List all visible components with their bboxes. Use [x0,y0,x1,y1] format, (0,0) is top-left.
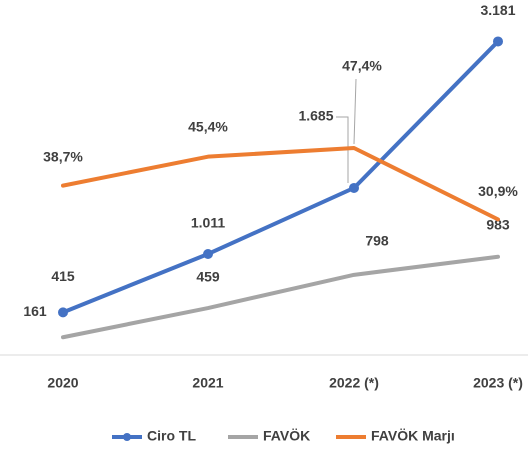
series-line [61,146,500,222]
data-label: 1.011 [191,215,225,231]
data-label: 1.685 [298,108,333,124]
point [203,248,213,259]
series-line [61,254,500,340]
x-tick-label: 2022 (*) [329,375,379,391]
data-label: 415 [51,268,75,284]
data-label: 798 [365,233,389,249]
point [58,307,68,318]
x-tick-label: 2023 (*) [473,375,523,391]
data-label: 30,9% [478,183,518,199]
point [493,36,503,47]
legend-marker [123,433,131,441]
legend-label: FAVÖK [263,428,310,444]
data-label: 45,4% [188,118,228,134]
legend-label: Ciro TL [147,428,196,444]
legend-label: FAVÖK Marjı [371,428,455,444]
x-tick-label: 2020 [47,375,78,391]
point [349,182,359,193]
data-label: 47,4% [342,58,382,74]
data-label: 161 [23,303,47,319]
data-label: 3.181 [480,2,515,18]
x-tick-label: 2021 [192,375,223,391]
leader-line [353,78,357,145]
leader-line [336,116,349,183]
data-label: 38,7% [43,148,83,164]
data-label: 459 [196,269,220,285]
data-label: 983 [486,216,510,232]
series-line [61,39,500,315]
